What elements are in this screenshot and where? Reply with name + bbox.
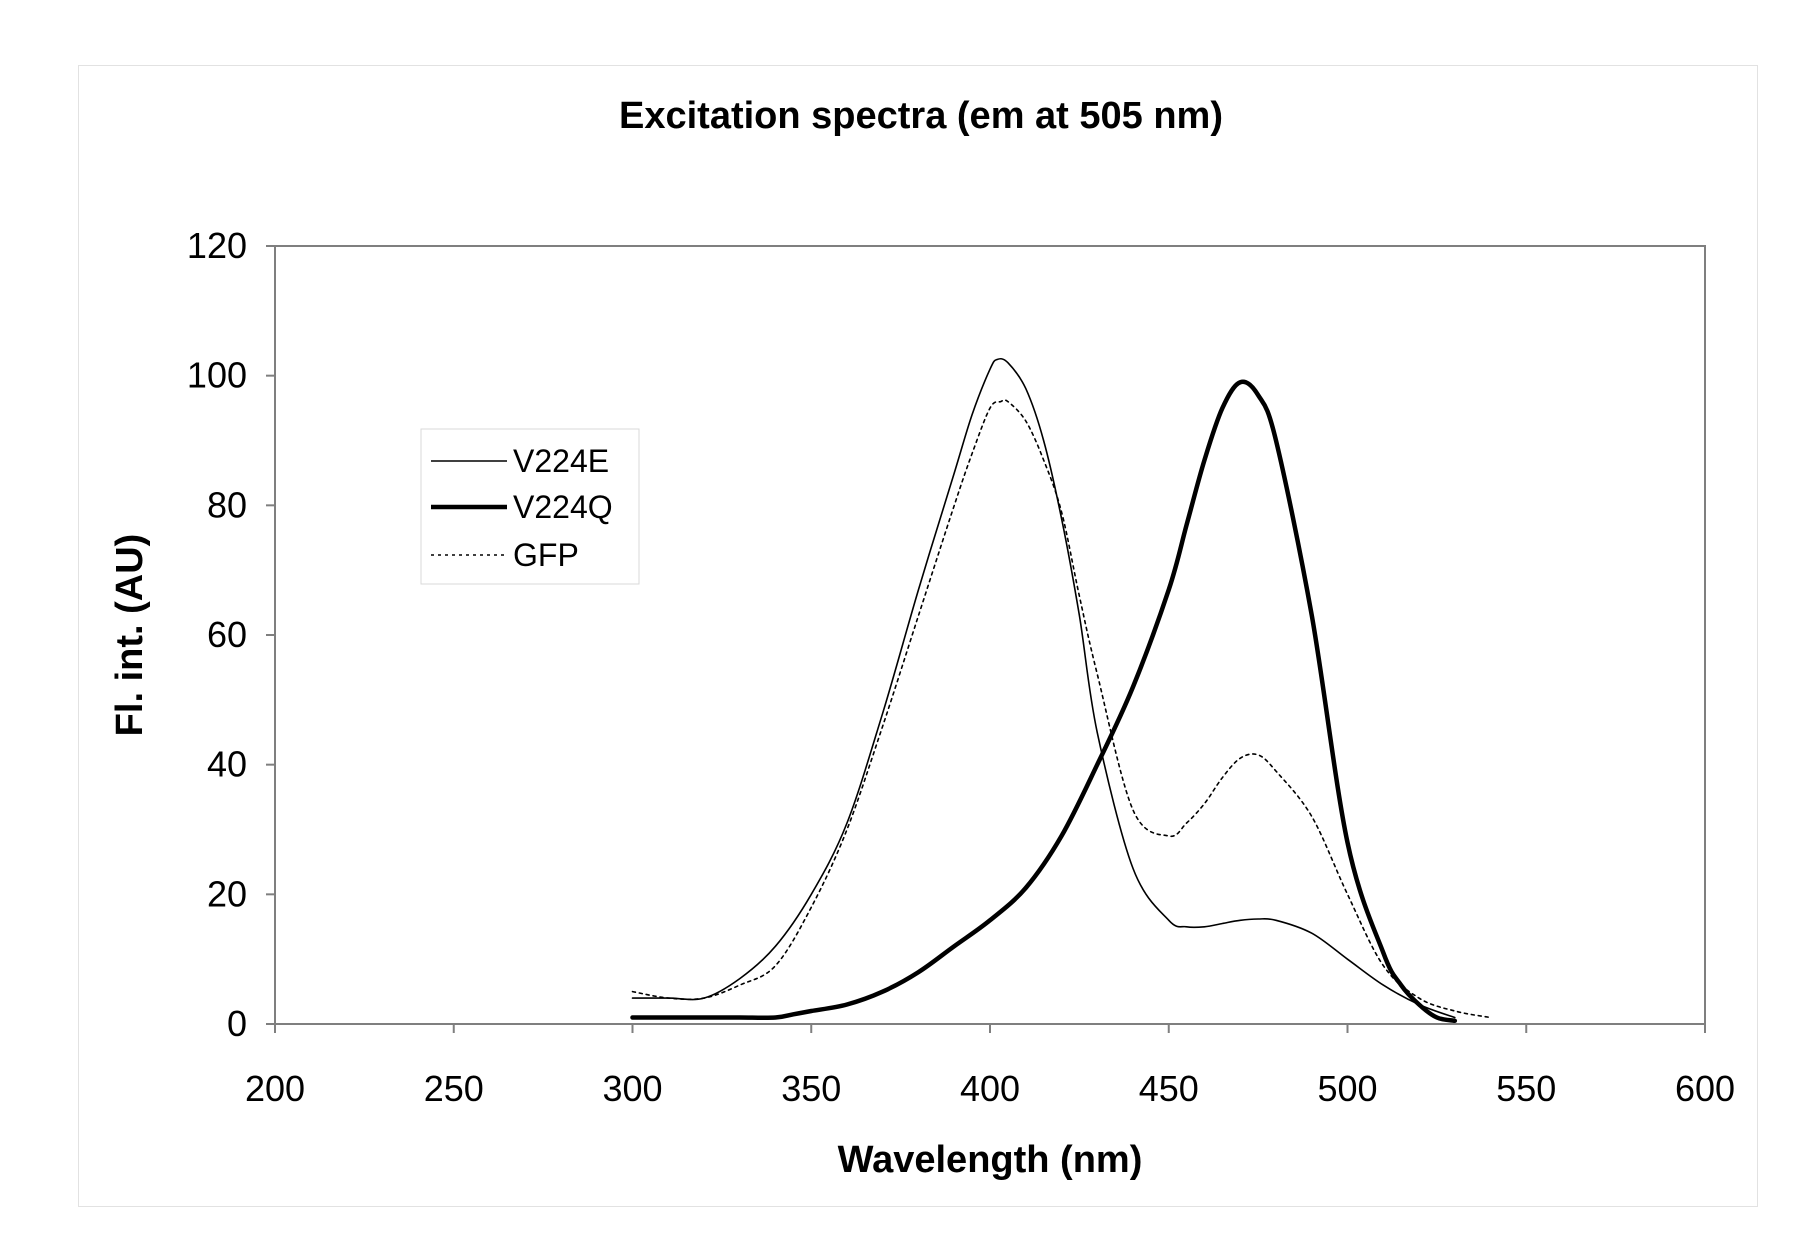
plot-area [274, 245, 1706, 1025]
y-tick-label: 20 [207, 873, 247, 914]
series-line-v224e [631, 357, 1456, 1019]
chart: Excitation spectra (em at 505 nm) 0 20 40 6… [109, 95, 1735, 1181]
x-tick-label: 200 [245, 1068, 305, 1109]
x-tick-label: 600 [1675, 1068, 1735, 1109]
x-tick-label: 350 [781, 1068, 841, 1109]
x-axis-label: Wavelength (nm) [838, 1139, 1143, 1181]
x-tick-label: 550 [1496, 1068, 1556, 1109]
x-tick-label: 500 [1317, 1068, 1377, 1109]
legend-label-v224e: V224E [513, 443, 609, 479]
x-tick-label: 250 [424, 1068, 484, 1109]
legend-label-gfp: GFP [513, 537, 579, 573]
series-line-gfp [631, 399, 1492, 1019]
chart-frame: Excitation spectra (em at 505 nm) 0 20 40 6… [78, 65, 1758, 1207]
y-tick-label: 80 [207, 484, 247, 525]
legend: V224E V224Q GFP [420, 428, 640, 585]
y-tick-label: 0 [227, 1003, 247, 1044]
series-layer [630, 357, 1492, 1024]
y-tick-label: 100 [187, 355, 247, 396]
y-tick-label: 120 [187, 225, 247, 266]
chart-title: Excitation spectra (em at 505 nm) [619, 95, 1223, 137]
series-line-v224q [630, 379, 1458, 1024]
x-tick-label: 450 [1139, 1068, 1199, 1109]
y-tick-label: 60 [207, 614, 247, 655]
x-axis: 200 250 300 350 400 450 500 550 600 [245, 1024, 1735, 1109]
y-axis: 0 20 40 60 80 100 120 [187, 225, 275, 1044]
y-axis-label: Fl. int. (AU) [109, 534, 151, 737]
legend-label-v224q: V224Q [513, 489, 613, 525]
x-tick-label: 300 [602, 1068, 662, 1109]
y-tick-label: 40 [207, 744, 247, 785]
x-tick-label: 400 [960, 1068, 1020, 1109]
